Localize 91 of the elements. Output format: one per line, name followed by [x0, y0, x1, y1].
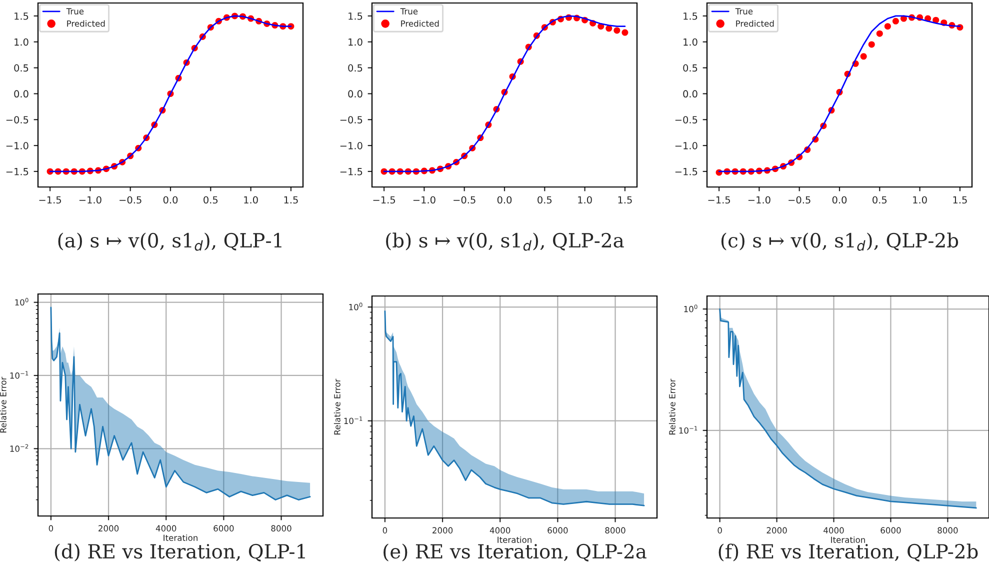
x-tick-label: −0.5: [120, 196, 142, 204]
y-tick-label: 1.5: [684, 12, 698, 20]
legend-label: True: [735, 8, 753, 14]
legend-label: True: [400, 8, 418, 14]
y-tick-label: 10$^{−2}$: [10, 444, 28, 452]
x-tick-label: 1.5: [284, 196, 298, 204]
x-tick-label: −1.0: [79, 196, 102, 204]
point: [622, 29, 628, 36]
x-tick-label: −1.0: [748, 196, 770, 204]
x-tick-label: −1.0: [413, 196, 436, 204]
x-tick-label: 6000: [548, 527, 568, 534]
x-tick-label: 1.5: [953, 196, 967, 204]
x-tick-label: 2000: [432, 527, 453, 534]
x-tick-label: 0.5: [538, 196, 552, 204]
y-axis-title: Relative Error: [0, 376, 6, 432]
y-tick-label: 10$^{0}$: [684, 304, 698, 312]
text: (f) RE vs Iteration, QLP-2b: [718, 544, 978, 562]
y-tick-label: 1.5: [348, 12, 362, 20]
text: (d) RE vs Iteration, QLP-1: [54, 544, 305, 562]
x-tick-label: 6000: [214, 525, 234, 532]
x-tick-label: 1.5: [618, 196, 632, 204]
y-tick-label: 10$^{0}$: [349, 302, 362, 310]
point: [884, 23, 891, 30]
point: [606, 25, 612, 32]
y-tick-label: −0.5: [6, 116, 28, 124]
y-tick-label: 1.5: [14, 12, 28, 20]
x-tick-label: −1.5: [373, 196, 395, 204]
x-tick-label: 6000: [880, 527, 901, 534]
x-tick-label: 2000: [766, 527, 787, 534]
y-tick-label: 0.0: [348, 90, 362, 98]
point: [868, 41, 875, 48]
x-tick-label: −1.5: [708, 196, 730, 204]
x-tick-label: 0: [48, 525, 54, 532]
y-tick-label: 0.0: [14, 90, 28, 98]
y-tick-label: −1.5: [675, 168, 698, 176]
x-axis-title: Iteration: [498, 536, 532, 543]
y-tick-label: −0.5: [675, 116, 698, 124]
y-tick-label: 0.0: [683, 90, 698, 98]
y-tick-label: −1.5: [340, 168, 362, 176]
legend-label: Predicted: [401, 20, 439, 27]
x-tick-label: 8000: [605, 527, 626, 534]
text: (b) s ↦ v(0, s1$_{d}$), QLP-2a: [386, 232, 624, 251]
x-tick-label: 0.0: [497, 196, 512, 204]
y-tick-label: 10$^{−1}$: [344, 416, 362, 424]
y-tick-label: −1.0: [6, 142, 28, 150]
y-tick-label: 1.0: [14, 38, 28, 46]
y-tick-label: 10$^{0}$: [15, 298, 28, 306]
point: [614, 27, 620, 34]
x-tick-label: −1.5: [39, 196, 61, 204]
point: [892, 18, 899, 24]
y-tick-label: 0.5: [14, 64, 28, 72]
legend-label: Predicted: [67, 20, 105, 27]
text: (e) RE vs Iteration, QLP-2a: [384, 544, 646, 562]
y-tick-label: 10$^{−1}$: [10, 371, 28, 379]
x-tick-label: 8000: [938, 527, 958, 534]
y-tick-label: 10$^{−1}$: [679, 426, 698, 434]
x-tick-label: 0.5: [872, 196, 887, 204]
x-tick-label: 0.5: [204, 196, 218, 204]
x-tick-label: 2000: [98, 525, 119, 532]
x-tick-label: 4000: [156, 525, 176, 532]
x-tick-label: 1.0: [578, 196, 592, 204]
x-axis-title: Iteration: [831, 536, 865, 543]
legend-label: Predicted: [736, 20, 774, 27]
x-tick-label: 4000: [824, 527, 844, 534]
y-tick-label: −1.0: [340, 142, 362, 150]
y-axis-title: Relative Error: [334, 378, 340, 434]
x-tick-label: 8000: [271, 525, 292, 532]
y-tick-label: −1.0: [675, 142, 698, 150]
text: (a) s ↦ v(0, s1$_{d}$), QLP-1: [58, 232, 282, 251]
y-tick-label: −1.5: [6, 168, 28, 176]
point: [876, 30, 883, 37]
legend-label: True: [66, 8, 84, 14]
x-tick-label: 0.0: [832, 196, 847, 204]
x-tick-label: 0.0: [163, 196, 178, 204]
x-tick-label: 4000: [490, 527, 510, 534]
x-tick-label: 1.0: [913, 196, 927, 204]
point: [932, 16, 940, 24]
x-tick-label: 0: [382, 527, 388, 534]
x-tick-label: 0: [718, 527, 722, 534]
x-tick-label: −0.5: [788, 196, 810, 204]
x-axis-title: Iteration: [164, 534, 198, 541]
y-axis-title: Relative Error: [668, 378, 676, 434]
y-tick-label: 0.5: [348, 64, 362, 72]
y-tick-label: 0.5: [683, 64, 698, 72]
x-tick-label: −0.5: [454, 196, 476, 204]
text: (c) s ↦ v(0, s1$_{d}$), QLP-2b: [721, 232, 958, 251]
y-tick-label: 1.0: [348, 38, 362, 46]
y-tick-label: 1.0: [684, 38, 698, 46]
point: [860, 53, 867, 60]
x-tick-label: 1.0: [244, 196, 258, 204]
y-tick-label: −0.5: [340, 116, 362, 124]
